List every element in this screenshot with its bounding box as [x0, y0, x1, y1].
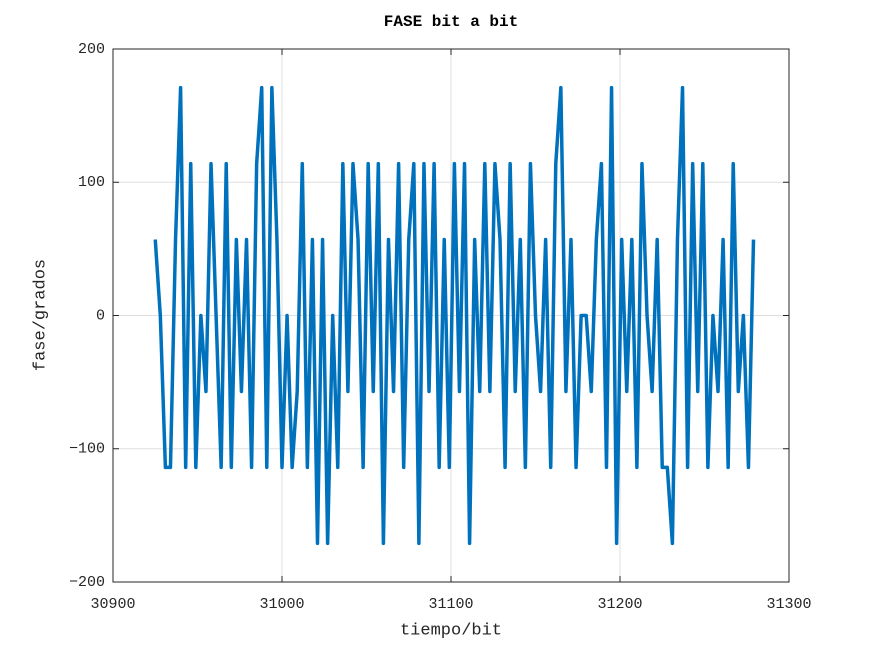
y-axis-label: fase/grados [31, 259, 50, 371]
y-tick-label: 0 [96, 307, 105, 324]
x-tick-label: 31000 [259, 596, 304, 613]
y-tick-label: 200 [78, 41, 105, 58]
x-tick-label: 31300 [766, 596, 811, 613]
y-tick-label: −100 [69, 441, 105, 458]
x-tick-label: 31100 [428, 596, 473, 613]
y-tick-label: 100 [78, 174, 105, 191]
plot-frame [112, 48, 790, 583]
chart-title: FASE bit a bit [384, 13, 518, 31]
x-axis-label: tiempo/bit [400, 621, 502, 640]
y-tick-label: −200 [69, 574, 105, 591]
data-line [153, 85, 756, 546]
x-tick-label: 31200 [597, 596, 642, 613]
x-tick-label: 30900 [90, 596, 135, 613]
